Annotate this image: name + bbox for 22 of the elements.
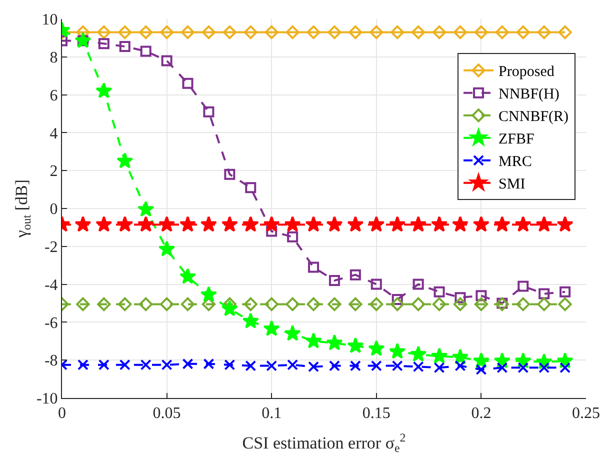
legend-label: CNNBF(R) [498,109,569,126]
legend-label: ZFBF [498,132,534,148]
x-tick-label: 0.05 [152,405,181,422]
x-tick-label: 0.25 [572,405,600,422]
x-tick-label: 0.15 [362,405,390,422]
y-tick-label: -8 [44,352,58,370]
legend-label: SMI [498,176,526,193]
y-tick-label: 4 [50,125,58,142]
legend-label: NNBF(H) [498,86,560,103]
y-tick-label: 2 [50,163,58,180]
y-tick-label: 8 [50,50,58,66]
y-tick-label: -6 [44,314,58,332]
y-tick-label: -4 [44,276,58,294]
y-tick-label: 6 [50,87,58,104]
x-tick-label: 0.2 [471,405,492,422]
y-tick-label: 10 [42,12,58,29]
x-tick-label: 0.1 [262,405,282,422]
legend-label: MRC [498,154,532,170]
y-tick-label: 0 [50,201,58,218]
legend-label: Proposed [498,64,555,80]
y-tick-label: -2 [44,239,58,256]
y-tick-label: -10 [36,390,58,408]
